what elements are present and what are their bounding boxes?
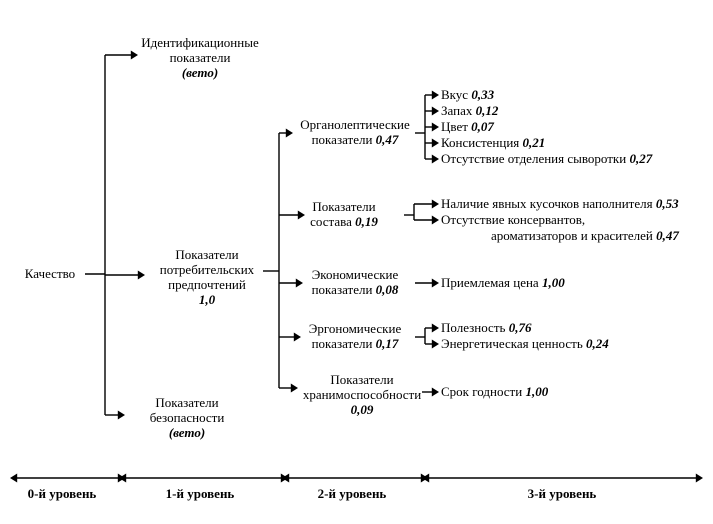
svg-text:состава 0,19: состава 0,19 <box>310 214 378 229</box>
svg-text:Вкус 0,33: Вкус 0,33 <box>441 87 495 102</box>
leaf-organ-0: Вкус 0,33 <box>441 87 495 102</box>
svg-text:Цвет 0,07: Цвет 0,07 <box>441 119 494 134</box>
node-pref: Показателипотребительскихпредпочтений1,0 <box>160 247 255 307</box>
svg-text:Качество: Качество <box>25 266 75 281</box>
node-ident: Идентификационныепоказатели(вето) <box>141 35 259 80</box>
node-safety: Показателибезопасности(вето) <box>150 395 225 440</box>
svg-text:Показатели: Показатели <box>330 372 393 387</box>
svg-text:показатели 0,17: показатели 0,17 <box>312 336 399 351</box>
svg-text:безопасности: безопасности <box>150 410 225 425</box>
svg-text:показатели 0,47: показатели 0,47 <box>312 132 399 147</box>
node-ergo: Эргономическиепоказатели 0,17 <box>309 321 402 351</box>
svg-text:0,09: 0,09 <box>351 402 374 417</box>
svg-text:Показатели: Показатели <box>175 247 238 262</box>
svg-text:показатели: показатели <box>170 50 231 65</box>
svg-text:Отсутствие отделения сыворотки: Отсутствие отделения сыворотки 0,27 <box>441 151 653 166</box>
svg-text:Показатели: Показатели <box>312 199 375 214</box>
svg-text:Отсутствие консервантов,: Отсутствие консервантов, <box>441 212 585 227</box>
svg-text:0-й уровень: 0-й уровень <box>28 486 97 501</box>
svg-text:Эргономические: Эргономические <box>309 321 402 336</box>
svg-text:(вето): (вето) <box>169 425 205 440</box>
svg-text:3-й уровень: 3-й уровень <box>528 486 597 501</box>
svg-text:предпочтений: предпочтений <box>168 277 246 292</box>
svg-text:хранимоспособности: хранимоспособности <box>303 387 421 402</box>
node-stor: Показателихранимоспособности 0,09 <box>303 372 421 417</box>
leaf-sostav-1: Отсутствие консервантов, ароматизаторов … <box>441 212 679 243</box>
leaf-organ-3: Консистенция 0,21 <box>441 135 545 150</box>
leaf-organ-2: Цвет 0,07 <box>441 119 494 134</box>
svg-text:(вето): (вето) <box>182 65 218 80</box>
svg-text:Консистенция 0,21: Консистенция 0,21 <box>441 135 545 150</box>
node-econ: Экономическиепоказатели 0,08 <box>312 267 399 297</box>
svg-text:Энергетическая ценность 0,24: Энергетическая ценность 0,24 <box>441 336 609 351</box>
svg-text:Экономические: Экономические <box>312 267 399 282</box>
svg-text:Органолептические: Органолептические <box>300 117 410 132</box>
svg-text:2-й уровень: 2-й уровень <box>318 486 387 501</box>
node-sostav: Показателисостава 0,19 <box>310 199 378 229</box>
node-root: Качество <box>25 266 75 281</box>
leaf-sostav-0: Наличие явных кусочков наполнителя 0,53 <box>441 196 679 211</box>
leaf-stor-0: Срок годности 1,00 <box>441 384 549 399</box>
leaf-econ-0: Приемлемая цена 1,00 <box>441 275 565 290</box>
svg-text:Срок годности 1,00: Срок годности 1,00 <box>441 384 549 399</box>
svg-text:потребительских: потребительских <box>160 262 255 277</box>
leaf-organ-4: Отсутствие отделения сыворотки 0,27 <box>441 151 653 166</box>
leaf-ergo-0: Полезность 0,76 <box>441 320 532 335</box>
svg-text:ароматизаторов и красителей 0: ароматизаторов и красителей 0,47 <box>491 228 679 243</box>
node-organ: Органолептическиепоказатели 0,47 <box>300 117 410 147</box>
leaf-organ-1: Запах 0,12 <box>441 103 499 118</box>
svg-text:1-й уровень: 1-й уровень <box>166 486 235 501</box>
svg-text:Показатели: Показатели <box>155 395 218 410</box>
svg-text:Запах 0,12: Запах 0,12 <box>441 103 499 118</box>
svg-text:показатели 0,08: показатели 0,08 <box>312 282 399 297</box>
svg-text:1,0: 1,0 <box>199 292 216 307</box>
svg-text:Полезность 0,76: Полезность 0,76 <box>441 320 532 335</box>
leaf-ergo-1: Энергетическая ценность 0,24 <box>441 336 609 351</box>
svg-text:Приемлемая цена 1,00: Приемлемая цена 1,00 <box>441 275 565 290</box>
svg-text:Идентификационные: Идентификационные <box>141 35 259 50</box>
svg-text:Наличие явных кусочков наполни: Наличие явных кусочков наполнителя 0,53 <box>441 196 679 211</box>
